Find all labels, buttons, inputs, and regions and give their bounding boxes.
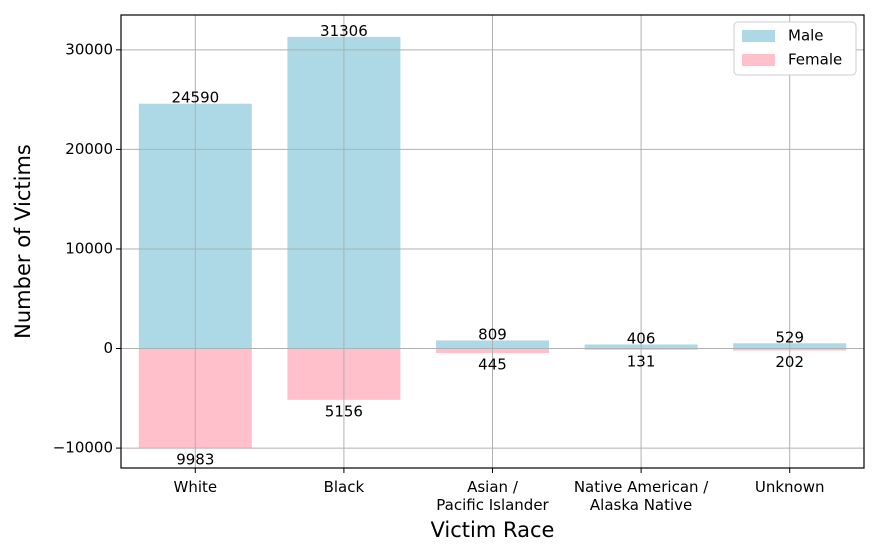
bar-label-male-0: 24590 — [171, 89, 219, 107]
x-tick-label-1: Black — [324, 478, 365, 496]
bar-value-labels: 24590 31306 809 406 529 9983 5156 445 131 202 — [171, 22, 804, 469]
bar-label-female-1: 5156 — [325, 402, 363, 420]
y-tick-label-4: 30000 — [65, 40, 113, 58]
grid-lines — [121, 15, 864, 468]
bar-label-male-2: 809 — [478, 325, 507, 343]
y-tick-label-0: −10000 — [53, 439, 113, 457]
y-tick-label-3: 20000 — [65, 140, 113, 158]
x-tick-label-3: Native American / Alaska Native — [574, 478, 709, 514]
bar-label-female-3: 131 — [627, 352, 656, 370]
bar-label-male-3: 406 — [627, 329, 656, 347]
legend-swatch-female — [742, 54, 775, 66]
legend-label-male: Male — [788, 27, 824, 45]
x-tick-label-4: Unknown — [755, 478, 825, 496]
y-axis-ticks: −10000 0 10000 20000 30000 — [53, 40, 121, 457]
bar-label-male-4: 529 — [775, 328, 804, 346]
x-tick-label-0: White — [173, 478, 217, 496]
legend-swatch-male — [742, 30, 775, 42]
y-tick-label-2: 10000 — [65, 239, 113, 257]
legend: Male Female — [733, 21, 857, 76]
bar-label-female-0: 9983 — [176, 450, 214, 468]
x-axis-ticks: White Black Asian / Pacific Islander Native … — [173, 468, 825, 514]
x-axis-title: Victim Race — [431, 518, 555, 542]
y-axis-title: Number of Victims — [11, 144, 35, 339]
bar-label-female-2: 445 — [478, 355, 507, 373]
bar-label-female-4: 202 — [775, 353, 804, 371]
bar-label-male-1: 31306 — [320, 22, 368, 40]
legend-label-female: Female — [788, 51, 842, 69]
x-tick-label-2: Asian / Pacific Islander — [436, 478, 549, 514]
y-tick-label-1: 0 — [103, 339, 113, 357]
